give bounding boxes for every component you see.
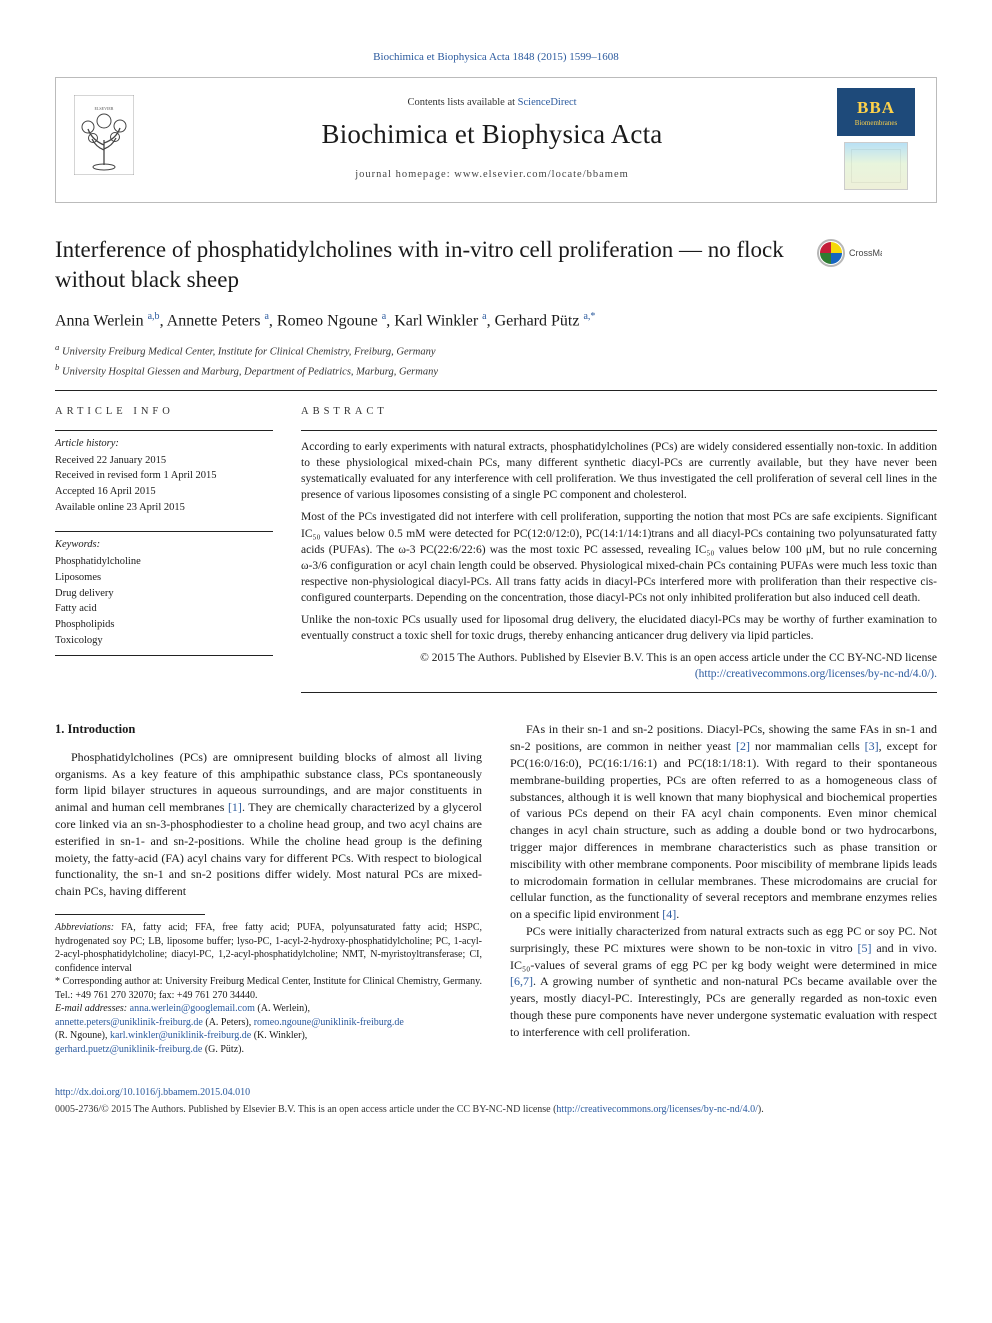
footer-copy-end: ). [758,1104,764,1115]
email-link[interactable]: romeo.ngoune@uniklinik-freiburg.de [254,1017,404,1028]
abstract-p1: According to early experiments with natu… [301,439,937,503]
email-link[interactable]: anna.werlein@googlemail.com [130,1003,255,1014]
abstract-p3: Unlike the non-toxic PCs usually used fo… [301,612,937,644]
homepage-url: www.elsevier.com/locate/bbamem [454,169,629,180]
keyword: Phosphatidylcholine [55,555,273,570]
keyword: Fatty acid [55,602,273,617]
cover-thumbnail [844,142,908,190]
crossmark-icon: CrossMark [816,238,882,268]
body-paragraph: PCs were initially characterized from na… [510,923,937,1041]
body-text: 1. Introduction Phosphatidylcholines (PC… [55,721,937,1056]
doi-link[interactable]: http://dx.doi.org/10.1016/j.bbamem.2015.… [55,1087,250,1098]
affil-a-text: University Freiburg Medical Center, Inst… [62,346,435,357]
footer-copy-text: 0005-2736/© 2015 The Authors. Published … [55,1104,556,1115]
body-paragraph: Phosphatidylcholines (PCs) are omniprese… [55,749,482,900]
abstract-p2: Most of the PCs investigated did not int… [301,509,937,606]
abstract-label: ABSTRACT [301,405,937,420]
email-link[interactable]: karl.winkler@uniklinik-freiburg.de [110,1030,251,1041]
journal-header: ELSEVIER Contents lists available at Sci… [55,77,937,203]
history-line: Accepted 16 April 2015 [55,485,273,500]
article-info-label: ARTICLE INFO [55,405,273,420]
abbreviations: Abbreviations: FA, fatty acid; FFA, free… [55,921,482,975]
abbrev-head: Abbreviations: [55,922,114,933]
affiliation-b: b University Hospital Giessen and Marbur… [55,361,937,380]
email-who: (A. Werlein), [255,1003,310,1014]
history-line: Available online 23 April 2015 [55,501,273,516]
svg-text:ELSEVIER: ELSEVIER [95,106,114,111]
affiliation-a: a University Freiburg Medical Center, In… [55,341,937,360]
email-link[interactable]: annette.peters@uniklinik-freiburg.de [55,1017,203,1028]
page-footer: http://dx.doi.org/10.1016/j.bbamem.2015.… [55,1086,937,1117]
journal-title: Biochimica et Biophysica Acta [150,116,834,154]
authors-line: Anna Werlein a,b, Annette Peters a, Rome… [55,310,937,333]
keyword: Drug delivery [55,587,273,602]
sciencedirect-link[interactable]: ScienceDirect [518,97,577,108]
keyword: Phospholipids [55,618,273,633]
top-citation: Biochimica et Biophysica Acta 1848 (2015… [55,50,937,65]
email-who: (R. Ngoune), [55,1030,110,1041]
bba-badge: BBA Biomembranes [837,88,915,136]
journal-homepage: journal homepage: www.elsevier.com/locat… [150,168,834,183]
publisher-logo: ELSEVIER [74,95,150,183]
section-heading: 1. Introduction [55,721,482,739]
svg-text:CrossMark: CrossMark [849,248,882,258]
bba-badge-sub: Biomembranes [855,119,897,129]
keyword: Toxicology [55,634,273,649]
corresponding-author: * Corresponding author at: University Fr… [55,975,482,1002]
footnote-separator [55,914,205,915]
email-who: (K. Winkler), [251,1030,307,1041]
emails-head: E-mail addresses: [55,1003,130,1014]
email-who: (G. Pütz). [202,1044,244,1055]
emails: E-mail addresses: anna.werlein@googlemai… [55,1002,482,1056]
contents-prefix: Contents lists available at [407,97,517,108]
divider [55,390,937,391]
keywords-block: Keywords: Phosphatidylcholine Liposomes … [55,531,273,656]
article-history: Article history: Received 22 January 201… [55,430,273,515]
contents-lists-line: Contents lists available at ScienceDirec… [150,96,834,111]
elsevier-tree-icon: ELSEVIER [74,95,134,175]
homepage-label: journal homepage: [355,169,454,180]
footnotes: Abbreviations: FA, fatty acid; FFA, free… [55,921,482,1056]
footer-license-link[interactable]: http://creativecommons.org/licenses/by-n… [556,1104,757,1115]
bba-badge-main: BBA [857,96,895,120]
article-title: Interference of phosphatidylcholines wit… [55,235,937,294]
abstract-copyright: © 2015 The Authors. Published by Elsevie… [301,650,937,682]
history-head: Article history: [55,437,273,452]
affil-b-text: University Hospital Giessen and Marburg,… [62,367,438,378]
abbrev-text: FA, fatty acid; FFA, free fatty acid; PU… [55,922,482,974]
keyword: Liposomes [55,571,273,586]
email-who: (A. Peters), [203,1017,254,1028]
footer-copyright: 0005-2736/© 2015 The Authors. Published … [55,1103,937,1117]
abstract: According to early experiments with natu… [301,430,937,693]
keywords-head: Keywords: [55,538,273,553]
crossmark-badge[interactable]: CrossMark [816,238,882,273]
license-link[interactable]: (http://creativecommons.org/licenses/by-… [695,668,937,680]
body-paragraph: FAs in their sn-1 and sn-2 positions. Di… [510,721,937,923]
copyright-text: © 2015 The Authors. Published by Elsevie… [420,652,937,664]
history-line: Received 22 January 2015 [55,454,273,469]
affiliations: a University Freiburg Medical Center, In… [55,341,937,380]
email-link[interactable]: gerhard.puetz@uniklinik-freiburg.de [55,1044,202,1055]
history-line: Received in revised form 1 April 2015 [55,469,273,484]
